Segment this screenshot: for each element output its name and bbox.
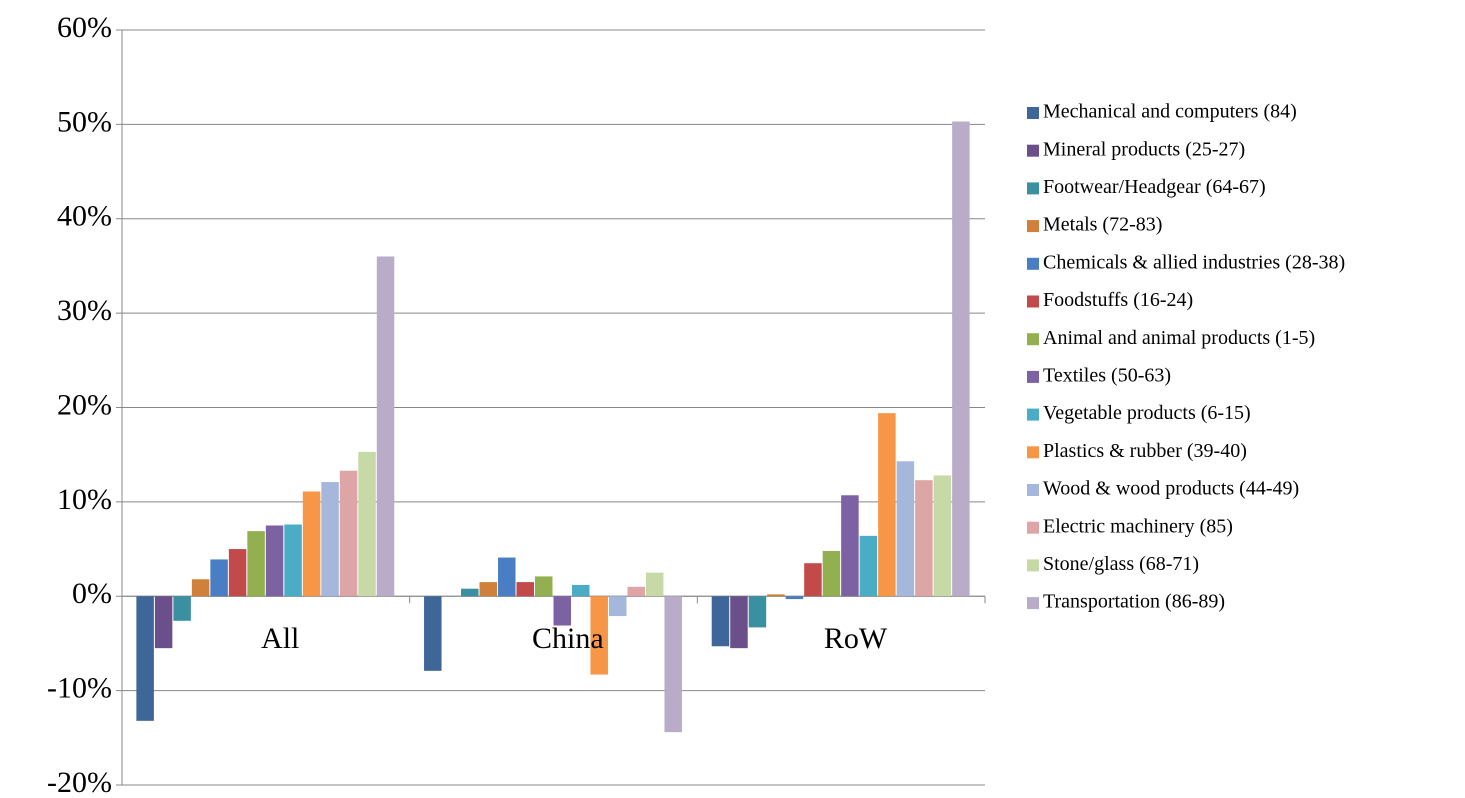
y-tick-label: 30% — [57, 294, 112, 327]
legend-label: Footwear/Headgear (64-67) — [1043, 176, 1266, 198]
legend-swatch — [1027, 559, 1039, 572]
bar — [498, 557, 516, 597]
bar — [804, 563, 822, 597]
bar — [730, 596, 748, 649]
bar — [228, 549, 247, 597]
x-tick-label: All — [261, 622, 299, 655]
bar — [590, 596, 608, 675]
bar — [859, 535, 878, 597]
bar — [933, 475, 952, 597]
bar — [302, 491, 321, 597]
legend-swatch — [1027, 408, 1039, 421]
bar — [664, 596, 682, 733]
bar — [822, 550, 841, 597]
y-tick-label: -10% — [47, 672, 112, 705]
legend-label: Electric machinery (85) — [1043, 515, 1233, 537]
bar — [711, 596, 730, 647]
bar — [247, 531, 265, 597]
legend-swatch — [1027, 484, 1039, 496]
bar — [210, 559, 228, 597]
bar — [321, 482, 339, 597]
legend-label: Plastics & rubber (39-40) — [1043, 440, 1247, 462]
bar — [136, 596, 154, 721]
legend-label: Chemicals & allied industries (28-38) — [1043, 251, 1345, 273]
bar — [339, 470, 358, 597]
bar — [461, 588, 479, 597]
legend-label: Transportation (86-89) — [1043, 591, 1225, 613]
legend-swatch — [1027, 521, 1039, 534]
legend-swatch — [1027, 220, 1039, 233]
legend-label: Mechanical and computers (84) — [1043, 101, 1297, 123]
legend-swatch — [1027, 295, 1039, 308]
legend-label: Textiles (50-63) — [1043, 364, 1171, 386]
bar — [479, 582, 498, 597]
legend-label: Foodstuffs (16-24) — [1043, 289, 1193, 311]
bar — [154, 596, 173, 649]
bar — [767, 594, 785, 597]
y-tick-label: 0% — [72, 577, 112, 610]
bar — [785, 596, 804, 600]
x-tick-label: RoW — [824, 622, 888, 655]
bar — [645, 572, 664, 597]
legend-swatch — [1027, 333, 1039, 346]
bar — [535, 576, 553, 597]
bar — [191, 579, 210, 597]
bar — [748, 596, 767, 628]
bar — [915, 480, 933, 597]
bar — [265, 525, 284, 597]
legend-label: Wood & wood products (44-49) — [1043, 478, 1299, 500]
legend-swatch — [1027, 182, 1039, 195]
y-tick-label: 40% — [57, 200, 112, 233]
legend-label: Metals (72-83) — [1043, 214, 1162, 236]
legend-swatch — [1027, 257, 1039, 270]
legend-label: Vegetable products (6-15) — [1043, 402, 1251, 424]
y-tick-label: -20% — [47, 766, 112, 798]
bar — [952, 121, 970, 597]
y-tick-label: 20% — [57, 388, 112, 421]
bar — [424, 596, 442, 671]
y-tick-label: 60% — [57, 11, 112, 44]
bar — [376, 256, 395, 597]
bar — [553, 596, 571, 626]
legend-label: Animal and animal products (1-5) — [1043, 327, 1315, 349]
bar — [878, 413, 896, 597]
bar — [284, 524, 302, 597]
bar — [841, 495, 859, 597]
bar — [571, 584, 590, 597]
legend-swatch — [1027, 370, 1039, 383]
x-tick-label: China — [532, 622, 604, 655]
bar — [516, 582, 535, 597]
bar — [627, 586, 645, 597]
legend-swatch — [1027, 446, 1039, 459]
bar — [358, 451, 376, 597]
bar — [173, 596, 191, 621]
legend-label: Stone/glass (68-71) — [1043, 553, 1199, 575]
bar — [896, 461, 915, 597]
y-tick-label: 50% — [57, 105, 112, 138]
legend-swatch — [1027, 597, 1039, 610]
legend-swatch — [1027, 107, 1039, 119]
y-tick-label: 10% — [57, 483, 112, 516]
legend-label: Mineral products (25-27) — [1043, 138, 1245, 160]
legend-swatch — [1027, 144, 1039, 157]
bar — [608, 596, 627, 617]
